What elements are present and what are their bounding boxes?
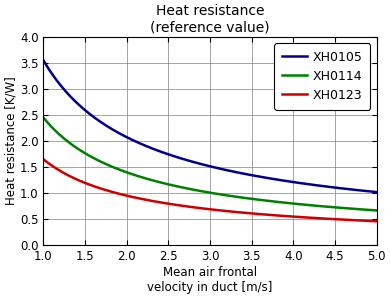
XH0123 xyxy=(374,219,379,223)
XH0105 xyxy=(199,162,204,166)
XH0114 xyxy=(366,208,371,212)
XH0123 xyxy=(366,219,371,223)
XH0114 xyxy=(239,196,244,199)
Legend: XH0105, XH0114, XH0123: XH0105, XH0114, XH0123 xyxy=(274,43,370,110)
XH0114 xyxy=(201,190,206,193)
Title: Heat resistance
(reference value): Heat resistance (reference value) xyxy=(150,4,270,34)
XH0105 xyxy=(314,184,319,187)
XH0105 xyxy=(41,59,46,62)
XH0123 xyxy=(222,209,226,212)
Line: XH0114: XH0114 xyxy=(43,118,377,210)
XH0114 xyxy=(199,190,204,193)
XH0114 xyxy=(374,209,379,212)
XH0105 xyxy=(239,171,244,175)
XH0105 xyxy=(201,163,206,167)
Y-axis label: Heat resistance [K/W]: Heat resistance [K/W] xyxy=(4,77,17,205)
XH0114 xyxy=(314,204,319,208)
X-axis label: Mean air frontal
velocity in duct [m/s]: Mean air frontal velocity in duct [m/s] xyxy=(147,266,273,294)
XH0114 xyxy=(222,193,226,197)
XH0123 xyxy=(314,216,319,220)
XH0123 xyxy=(199,207,204,210)
Line: XH0105: XH0105 xyxy=(43,60,377,192)
XH0123 xyxy=(239,211,244,214)
XH0105 xyxy=(366,190,371,193)
XH0123 xyxy=(41,158,46,161)
XH0105 xyxy=(222,168,226,171)
XH0114 xyxy=(41,116,46,119)
XH0105 xyxy=(374,190,379,194)
Line: XH0123: XH0123 xyxy=(43,159,377,221)
XH0123 xyxy=(201,207,206,210)
